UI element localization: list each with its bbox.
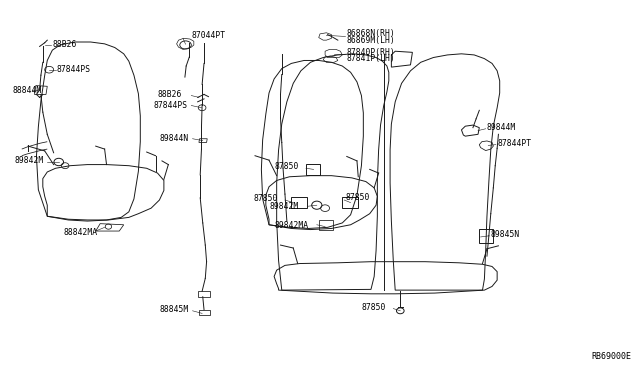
- Bar: [198, 291, 211, 297]
- Text: 88845M: 88845M: [159, 305, 189, 314]
- Bar: [342, 197, 358, 208]
- Text: 87850: 87850: [346, 193, 370, 202]
- Bar: [291, 197, 307, 208]
- Text: 89842M: 89842M: [14, 156, 44, 166]
- Text: 87044PT: 87044PT: [191, 31, 225, 40]
- Text: 87850: 87850: [253, 195, 278, 203]
- Text: 88844M: 88844M: [13, 86, 42, 94]
- Text: 86869M(LH): 86869M(LH): [347, 36, 396, 45]
- Text: 88B26: 88B26: [157, 90, 182, 99]
- Text: 89845N: 89845N: [491, 230, 520, 239]
- Text: 87844PS: 87844PS: [153, 101, 187, 110]
- Text: 87841P(LH): 87841P(LH): [347, 54, 396, 63]
- Text: 88B26: 88B26: [52, 40, 77, 49]
- Text: 89842MA: 89842MA: [274, 221, 308, 230]
- Bar: [479, 229, 493, 243]
- Text: 89844M: 89844M: [487, 123, 516, 132]
- Text: 87844PT: 87844PT: [497, 139, 531, 148]
- Text: RB69000E: RB69000E: [591, 352, 631, 361]
- Text: 89842M: 89842M: [269, 202, 298, 211]
- Text: 89844N: 89844N: [159, 134, 189, 143]
- Bar: [306, 164, 320, 175]
- Text: 87844PS: 87844PS: [57, 65, 91, 74]
- Text: 88842MA: 88842MA: [64, 228, 98, 237]
- Bar: [319, 220, 333, 230]
- Text: 87840P(RH): 87840P(RH): [347, 48, 396, 57]
- Text: 87850: 87850: [362, 302, 386, 312]
- Bar: [199, 310, 211, 315]
- Text: 86868N(RH): 86868N(RH): [347, 29, 396, 38]
- Text: 87850: 87850: [274, 162, 298, 171]
